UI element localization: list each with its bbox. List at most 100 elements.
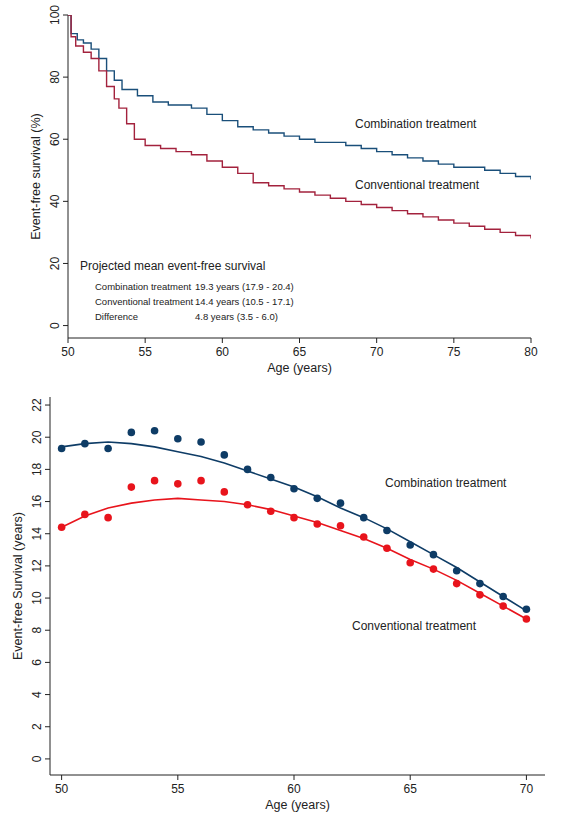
y-tick-label: 10 [30,591,44,605]
y-axis [68,15,69,338]
chart: 02468101214161820225055606570Age (years)… [11,397,545,812]
data-point [197,438,205,446]
annotation-value: 14.4 years (10.5 - 17.1) [195,296,294,307]
annotation-label: Combination treatment [95,281,191,292]
x-tick-label: 55 [138,345,152,359]
data-point [244,501,252,509]
x-tick-label: 80 [524,345,538,359]
y-tick [45,694,50,695]
x-tick-label: 70 [520,782,534,796]
data-point [406,541,414,549]
fitted-line [62,498,527,619]
data-point [523,606,531,614]
x-axis-label: Age (years) [267,361,332,375]
series-label: Combination treatment [385,476,507,490]
data-point [174,435,182,443]
x-tick [531,338,532,343]
data-point [267,474,275,482]
y-tick-label: 8 [30,627,44,634]
y-axis [50,397,51,775]
data-point [476,591,484,599]
x-tick-label: 65 [293,345,307,359]
data-point [383,527,391,535]
y-tick [45,533,50,534]
y-tick [45,758,50,759]
data-point [360,514,368,522]
x-tick [526,775,527,780]
y-tick [45,598,50,599]
x-tick-label: 55 [171,782,185,796]
y-tick-label: 0 [30,755,44,762]
x-tick [410,775,411,780]
survival-curve [68,15,531,239]
data-point [267,507,275,515]
y-tick [45,469,50,470]
data-point [523,615,531,623]
series-label: Conventional treatment [355,178,480,192]
y-tick-label: 22 [30,398,44,412]
y-tick-label: 60 [48,132,62,146]
x-tick-label: 60 [216,345,230,359]
data-point [220,451,228,459]
data-point [360,533,368,541]
y-tick-label: 80 [48,70,62,84]
y-tick-label: 14 [30,527,44,541]
x-axis-label: Age (years) [265,798,330,812]
x-axis [50,775,545,776]
chart: 02040608010050556065707580Age (years)Eve… [29,5,538,375]
data-point [197,477,205,485]
y-tick-label: 6 [30,659,44,666]
data-point [104,514,112,522]
x-tick [61,775,62,780]
y-tick-label: 2 [30,723,44,730]
y-tick-label: 12 [30,559,44,573]
y-tick [45,405,50,406]
survival-curve [68,15,531,180]
data-point [476,580,484,588]
data-point [151,477,159,485]
data-point [128,483,136,491]
y-tick [45,437,50,438]
x-tick-label: 60 [287,782,301,796]
y-tick [45,501,50,502]
x-tick-label: 50 [61,345,75,359]
data-point [430,551,438,559]
y-tick-label: 0 [48,322,62,329]
figure: 02040608010050556065707580Age (years)Eve… [0,0,567,823]
y-tick [63,263,68,264]
y-tick-label: 20 [48,256,62,270]
data-point [244,466,252,474]
data-point [128,429,136,437]
data-point [81,440,89,448]
x-tick [222,338,223,343]
marks [58,427,530,623]
x-tick-label: 65 [404,782,418,796]
annotation-value: 4.8 years (3.5 - 6.0) [195,311,278,322]
data-point [58,445,66,453]
data-point [406,559,414,567]
data-point [430,565,438,573]
data-point [453,567,461,575]
x-tick [145,338,146,343]
marks [68,15,531,239]
y-tick [63,77,68,78]
data-point [383,544,391,552]
data-point [104,445,112,453]
y-tick-label: 4 [30,691,44,698]
y-tick-label: 100 [48,5,62,25]
data-point [337,499,345,507]
x-tick-label: 50 [55,782,69,796]
data-point [313,520,321,528]
x-tick [299,338,300,343]
y-tick-label: 40 [48,194,62,208]
y-tick [45,565,50,566]
y-tick [63,15,68,16]
y-axis-label: Event-free survival (%) [29,113,43,239]
y-tick [45,726,50,727]
x-tick [68,338,69,343]
y-tick [45,630,50,631]
annotation-value: 19.3 years (17.9 - 20.4) [195,281,294,292]
data-point [290,514,298,522]
series-label: Combination treatment [355,117,477,131]
data-point [151,427,159,435]
